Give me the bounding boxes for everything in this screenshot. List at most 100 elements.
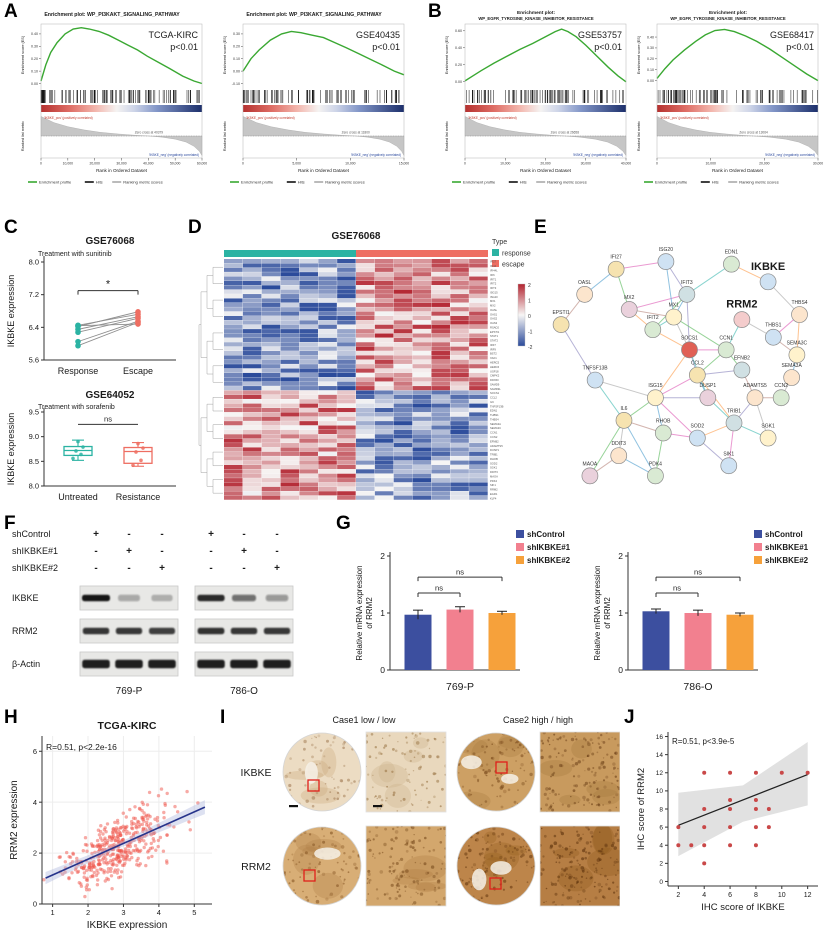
svg-text:MX1: MX1 [669,303,680,309]
svg-text:1: 1 [380,608,385,618]
svg-text:ns: ns [456,568,464,577]
svg-text:2: 2 [528,283,531,289]
svg-text:SIK1: SIK1 [723,451,734,457]
svg-text:Enrichment profile: Enrichment profile [241,180,274,185]
svg-text:Rank in Ordered Dataset: Rank in Ordered Dataset [712,168,764,173]
svg-text:Enrichment plot: WP_PI3KAKT_SI: Enrichment plot: WP_PI3KAKT_SIGNALING_PA… [44,12,180,18]
svg-text:'IKBKE_neg' (negatively correl: 'IKBKE_neg' (negatively correlated) [573,153,623,157]
svg-text:Response: Response [58,366,99,376]
svg-text:Enrichment score (ES): Enrichment score (ES) [21,35,25,74]
svg-text:Enrichment score (ES): Enrichment score (ES) [445,35,449,74]
svg-text:0.20: 0.20 [233,45,240,49]
svg-text:12: 12 [656,770,664,777]
svg-text:RRM2: RRM2 [490,488,498,492]
svg-text:5: 5 [192,908,196,917]
svg-text:DDIT3: DDIT3 [612,441,627,447]
svg-text:8: 8 [754,892,758,899]
svg-text:ns: ns [694,568,702,577]
svg-text:shControl: shControl [12,529,51,539]
svg-text:-: - [127,529,130,540]
gsea-plot-egfr-tki-gse68417: Enrichment plot:WP_EGFR_TYROSINE_KINASE_… [637,10,823,185]
svg-text:TRIB1: TRIB1 [490,453,498,457]
svg-text:EGR1: EGR1 [490,492,498,496]
svg-text:-: - [160,546,163,557]
svg-text:Enrichment plot: WP_PI3KAKT_SI: Enrichment plot: WP_PI3KAKT_SIGNALING_PA… [246,12,382,18]
svg-text:-: - [94,563,97,574]
svg-text:XAF1: XAF1 [490,356,497,360]
svg-text:50,000: 50,000 [170,162,180,166]
svg-text:SEMA3A: SEMA3A [782,363,803,369]
svg-text:0: 0 [33,900,37,909]
svg-text:'IKBKE_pos' (positively correl: 'IKBKE_pos' (positively correlated) [468,116,517,120]
svg-text:Zero cross at 26658: Zero cross at 26658 [551,131,580,135]
svg-text:20,000: 20,000 [759,162,769,166]
svg-text:EPSTI1: EPSTI1 [552,310,569,316]
svg-text:IFI44L: IFI44L [490,268,498,272]
svg-text:CMPK2: CMPK2 [490,374,500,378]
svg-text:CCN2: CCN2 [490,435,498,439]
svg-text:30,000: 30,000 [116,162,126,166]
svg-text:*: * [106,279,111,291]
svg-text:-: - [94,546,97,557]
svg-text:R=0.51, p<3.9e-5: R=0.51, p<3.9e-5 [672,737,735,746]
svg-text:'IKBKE_neg' (negatively correl: 'IKBKE_neg' (negatively correlated) [149,153,199,157]
svg-text:HERC5: HERC5 [490,361,500,365]
svg-text:Enrichment score (ES): Enrichment score (ES) [223,35,227,74]
svg-text:SEMA3C: SEMA3C [490,426,501,430]
svg-text:0.10: 0.10 [31,69,38,73]
svg-text:IL6: IL6 [490,400,494,404]
svg-text:RSAD2: RSAD2 [490,325,499,329]
svg-text:Hits: Hits [96,180,103,185]
svg-text:IHC score of IKBKE: IHC score of IKBKE [701,902,784,913]
svg-text:4: 4 [659,843,663,850]
svg-text:RRM2: RRM2 [726,299,757,311]
svg-text:Treatment with sorafenib: Treatment with sorafenib [38,404,115,411]
svg-text:MX2: MX2 [624,295,635,301]
svg-text:-: - [275,529,278,540]
svg-text:IHC score of RRM2: IHC score of RRM2 [636,768,647,850]
svg-text:ns: ns [435,584,443,593]
svg-text:ISG15: ISG15 [648,383,662,389]
svg-text:8.0: 8.0 [29,482,39,491]
svg-text:0: 0 [464,162,466,166]
svg-text:EFNB2: EFNB2 [490,439,499,443]
svg-text:8.0: 8.0 [29,258,39,267]
svg-text:9.0: 9.0 [29,432,39,441]
svg-text:SGK1: SGK1 [490,466,498,470]
svg-text:40,000: 40,000 [621,162,631,166]
panel-label-f: F [4,513,16,534]
svg-text:Rank in Ordered Dataset: Rank in Ordered Dataset [96,168,148,173]
svg-text:EDN1: EDN1 [490,409,498,413]
svg-text:Zero cross at 11800: Zero cross at 11800 [342,131,370,135]
correlation-scatter-tcga: TCGA-KIRC R=0.51, p<2.2e-16 1 2 3 4 5 0 2 4 6 IKBKE… [9,720,212,931]
svg-text:TCGA-KIRC: TCGA-KIRC [98,720,157,732]
svg-text:TNFSF13B: TNFSF13B [490,404,504,408]
svg-text:-: - [209,546,212,557]
svg-text:SOCS1: SOCS1 [681,335,698,341]
svg-text:0.60: 0.60 [455,29,462,33]
svg-text:60,000: 60,000 [197,162,207,166]
svg-text:-: - [242,563,245,574]
svg-text:30,000: 30,000 [581,162,591,166]
svg-text:+: + [159,563,165,574]
svg-text:8: 8 [659,806,663,813]
svg-text:THBS1: THBS1 [490,413,499,417]
svg-text:2: 2 [676,892,680,899]
panel-label-c: C [4,217,18,238]
svg-text:RHOB: RHOB [656,419,671,425]
svg-text:CCN1: CCN1 [719,335,733,341]
svg-text:shIKBKE#1: shIKBKE#1 [765,543,809,552]
svg-text:+: + [241,546,247,557]
svg-text:THBS1: THBS1 [765,323,781,329]
panel-label-g: G [336,513,351,534]
svg-text:20,000: 20,000 [89,162,99,166]
svg-text:-: - [160,529,163,540]
svg-text:6: 6 [728,892,732,899]
svg-text:p<0.01: p<0.01 [170,42,198,52]
svg-text:EDN1: EDN1 [725,250,739,256]
heatmap-gse76068: GSE76068 Type response escape IFI27IFI44IFI4… [198,231,533,500]
svg-text:9.5: 9.5 [29,408,39,417]
svg-text:IFI27: IFI27 [490,260,497,264]
svg-text:ISG20: ISG20 [659,247,673,253]
